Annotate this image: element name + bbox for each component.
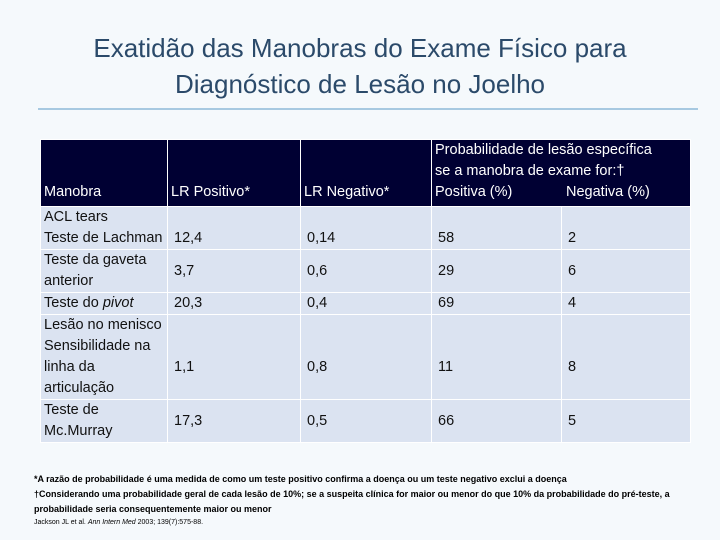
row-name: Sensibilidade na linha da articulação: [40, 336, 168, 400]
reference-authors: Jackson JL et al.: [34, 519, 88, 526]
header-probabilidade-line-2: se a manobra de exame for:†: [435, 163, 625, 179]
header-probabilidade-subheaders: Positiva (%) Negativa (%): [435, 182, 687, 203]
header-lr-positivo: LR Positivo*: [167, 139, 301, 207]
cell-prob-neg: 6: [561, 249, 691, 293]
cell-prob-neg: 8: [561, 336, 691, 400]
table-row: Sensibilidade na linha da articulação 1,…: [40, 336, 691, 400]
cell-lr-pos: 17,3: [167, 399, 301, 443]
footnote-likelihood-ratio: *A razão de probabilidade é uma medida d…: [34, 474, 567, 484]
header-prob-negativa: Negativa (%): [566, 184, 650, 200]
title-divider: [38, 108, 698, 110]
cell-lr-pos: 12,4: [167, 228, 301, 250]
row-name-prefix: Teste do: [44, 295, 103, 311]
table-row: Teste da gaveta anterior 3,7 0,6 29 6: [40, 249, 691, 293]
cell-prob-neg: 2: [561, 228, 691, 250]
footnotes: *A razão de probabilidade é uma medida d…: [34, 472, 704, 529]
reference: Jackson JL et al. Ann Intern Med 2003; 1…: [34, 517, 704, 529]
cell-lr-neg: 0,14: [300, 228, 432, 250]
reference-details: 2003; 139(7):575-88.: [135, 519, 204, 526]
slide-title-line-1: Exatidão das Manobras do Exame Físico pa…: [93, 33, 627, 63]
cell-prob-pos: 29: [431, 249, 562, 293]
table-header-row: Manobra LR Positivo* LR Negativo* Probab…: [40, 139, 691, 207]
accuracy-table: Manobra LR Positivo* LR Negativo* Probab…: [40, 139, 691, 443]
section-label: Lesão no menisco: [40, 314, 168, 336]
slide-title: Exatidão das Manobras do Exame Físico pa…: [0, 30, 720, 102]
cell-prob-pos: 66: [431, 399, 562, 443]
table-row: Teste de Mc.Murray 17,3 0,5 66 5: [40, 399, 691, 443]
cell-lr-neg: 0,8: [300, 336, 432, 400]
header-probabilidade-line-1: Probabilidade de lesão específica: [435, 142, 652, 158]
table-row: Teste do pivot 20,3 0,4 69 4: [40, 292, 691, 315]
header-lr-negativo: LR Negativo*: [300, 139, 432, 207]
row-name: Teste da gaveta anterior: [40, 249, 168, 293]
row-name-italic: pivot: [102, 295, 134, 311]
reference-journal: Ann Intern Med: [87, 519, 136, 526]
row-name: Teste de Lachman: [40, 228, 168, 250]
cell-lr-pos: 3,7: [167, 249, 301, 293]
section-row-acl: ACL tears: [40, 206, 691, 228]
slide-title-line-2: Diagnóstico de Lesão no Joelho: [174, 69, 546, 99]
cell-lr-pos: 20,3: [167, 292, 301, 315]
section-label: ACL tears: [40, 206, 168, 228]
cell-prob-pos: 69: [431, 292, 562, 315]
section-row-menisco: Lesão no menisco: [40, 314, 691, 336]
header-manobra: Manobra: [40, 139, 168, 207]
row-name: Teste de Mc.Murray: [40, 399, 168, 443]
header-probabilidade: Probabilidade de lesão específica se a m…: [431, 139, 691, 207]
cell-prob-pos: 11: [431, 336, 562, 400]
cell-prob-neg: 5: [561, 399, 691, 443]
cell-prob-pos: 58: [431, 228, 562, 250]
cell-lr-pos: 1,1: [167, 336, 301, 400]
row-name: Teste do pivot: [40, 292, 168, 315]
header-prob-positiva: Positiva (%): [435, 184, 513, 200]
cell-lr-neg: 0,4: [300, 292, 432, 315]
footnote-probability: †Considerando uma probabilidade geral de…: [34, 489, 670, 514]
table-row: Teste de Lachman 12,4 0,14 58 2: [40, 228, 691, 250]
cell-lr-neg: 0,6: [300, 249, 432, 293]
cell-lr-neg: 0,5: [300, 399, 432, 443]
cell-prob-neg: 4: [561, 292, 691, 315]
